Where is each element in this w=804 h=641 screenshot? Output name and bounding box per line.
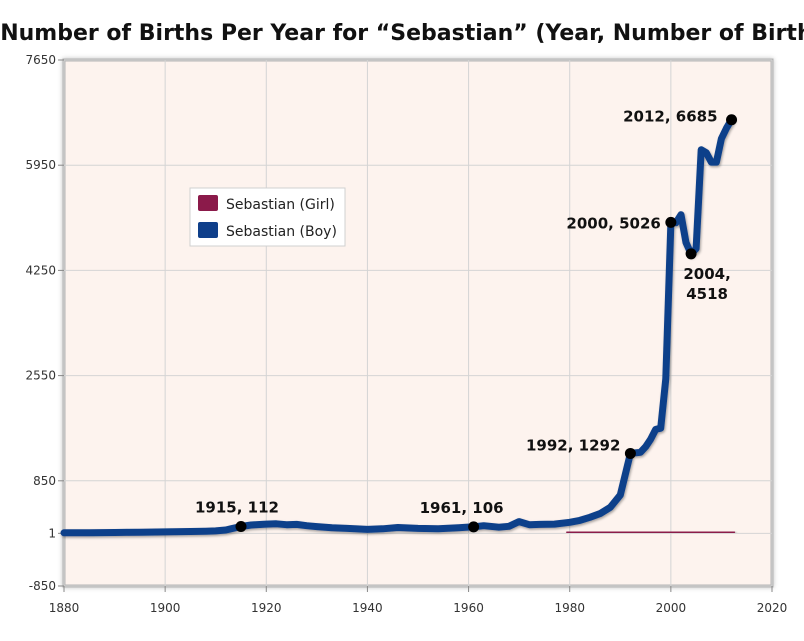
legend-swatch-boy <box>198 222 218 238</box>
x-tick-label: 2000 <box>656 601 687 615</box>
data-label: 1961, 106 <box>420 499 504 517</box>
plot-area <box>62 58 774 588</box>
data-label: 1992, 1292 <box>526 436 620 454</box>
x-tick-label: 1940 <box>352 601 383 615</box>
y-tick-label: 2550 <box>25 369 56 383</box>
chart-title: Number of Births Per Year for “Sebastian… <box>0 21 804 46</box>
data-point-marker <box>665 216 677 228</box>
y-tick-label: 4250 <box>25 263 56 277</box>
legend-swatch-girl <box>198 195 218 211</box>
y-axis: -850 1 850 2550 4250 5950 7650 <box>25 53 64 593</box>
data-point-marker <box>468 521 480 533</box>
x-tick-label: 1900 <box>150 601 181 615</box>
legend-label-girl: Sebastian (Girl) <box>226 197 335 213</box>
data-label: 2000, 5026 <box>566 214 660 232</box>
x-tick-label: 1980 <box>554 601 585 615</box>
x-tick-label: 1880 <box>49 601 80 615</box>
x-tick-label: 2020 <box>757 601 788 615</box>
y-tick-label: 1 <box>48 526 56 540</box>
data-point-marker <box>726 114 738 126</box>
x-axis: 1880 1900 1920 1940 1960 1980 2000 2020 <box>49 586 788 615</box>
y-tick-label: 850 <box>33 474 56 488</box>
y-tick-label: -850 <box>29 579 56 593</box>
legend-label-boy: Sebastian (Boy) <box>226 224 337 240</box>
y-tick-label: 5950 <box>25 158 56 172</box>
data-label: 4518 <box>686 285 728 303</box>
legend: Sebastian (Girl) Sebastian (Boy) <box>189 187 346 247</box>
data-label: 1915, 112 <box>195 498 279 516</box>
data-label: 2004, <box>683 265 730 283</box>
y-tick-label: 7650 <box>25 53 56 67</box>
x-tick-label: 1960 <box>453 601 484 615</box>
annotation-layer: 1915, 112 1961, 106 1992, 1292 2000, 5026 20… <box>195 108 738 533</box>
series-line-girl <box>566 528 735 537</box>
data-label: 2012, 6685 <box>623 108 717 126</box>
data-point-marker <box>685 248 697 260</box>
x-tick-label: 1920 <box>251 601 282 615</box>
data-point-marker <box>624 447 636 459</box>
data-point-marker <box>235 520 247 532</box>
